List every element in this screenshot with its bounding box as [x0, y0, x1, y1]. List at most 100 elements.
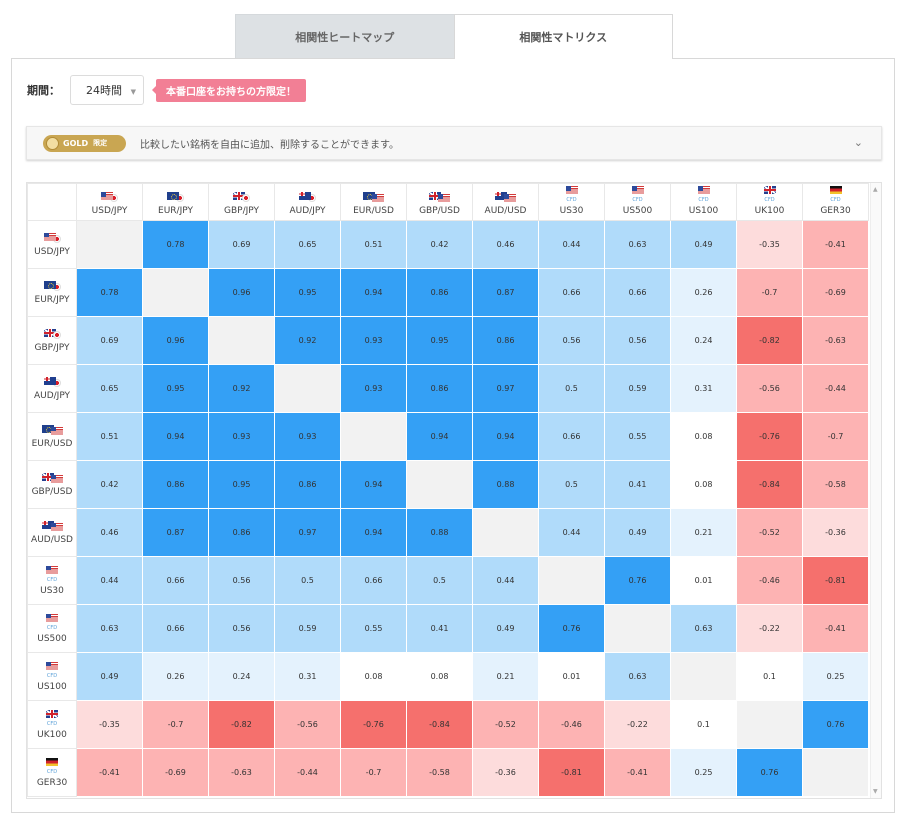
flag-icon: [46, 757, 58, 768]
gold-feature-bar[interactable]: GOLD 限定 比較したい銘柄を自由に追加、削除することができます。 ⌄: [26, 126, 882, 160]
column-header: CFD GER30: [802, 183, 869, 221]
row-header: CFD US30: [27, 556, 77, 605]
correlation-cell: 0.21: [472, 652, 539, 701]
chevron-down-icon[interactable]: ⌄: [853, 136, 863, 149]
correlation-cell: 0.59: [274, 604, 341, 653]
diagonal-cell: [802, 748, 869, 797]
badge-arrow: [152, 86, 156, 94]
column-header: CFD UK100: [736, 183, 803, 221]
table-row: GBP/JPY 0.69 0.96 0.92 0.93 0.95 0.86 0.56 0.56 0…: [27, 316, 869, 365]
correlation-cell: 0.88: [472, 460, 539, 509]
cfd-tag: CFD: [46, 624, 58, 631]
correlation-cell: -0.69: [142, 748, 209, 797]
correlation-cell: 0.59: [604, 364, 671, 413]
correlation-cell: 0.88: [406, 508, 473, 557]
diagonal-cell: [604, 604, 671, 653]
instrument-label: EUR/USD: [31, 438, 73, 449]
correlation-cell: -0.76: [736, 412, 803, 461]
header-row: USD/JPY EUR/JPY GBP/JPY AUD/JPY EUR/USD GBP/U…: [27, 183, 869, 221]
cfd-tag: CFD: [46, 576, 58, 583]
diagonal-cell: [736, 700, 803, 749]
table-row: EUR/JPY 0.78 0.96 0.95 0.94 0.86 0.87 0.66 0.66 0…: [27, 268, 869, 317]
correlation-cell: 0.51: [340, 220, 407, 269]
correlation-cell: -0.36: [802, 508, 869, 557]
correlation-cell: 0.56: [604, 316, 671, 365]
correlation-cell: 0.26: [670, 268, 737, 317]
instrument-label: GER30: [36, 777, 68, 788]
correlation-cell: 0.44: [538, 220, 605, 269]
gold-badge-label: GOLD: [63, 138, 89, 148]
diagonal-cell: [406, 460, 473, 509]
row-header: CFD UK100: [27, 700, 77, 749]
us-flag-icon: [43, 232, 56, 241]
gb-flag-icon: [43, 328, 56, 337]
column-header: USD/JPY: [76, 183, 143, 221]
cfd-tag: CFD: [632, 197, 643, 203]
eu-flag-icon: [167, 192, 179, 200]
correlation-cell: -0.46: [736, 556, 803, 605]
table-row: AUD/JPY 0.65 0.95 0.92 0.93 0.86 0.97 0.5 0.59 0.…: [27, 364, 869, 413]
diagonal-cell: [472, 508, 539, 557]
tab-correlation-heatmap[interactable]: 相関性ヒートマップ: [235, 14, 455, 59]
vertical-scrollbar[interactable]: ▲ ▼: [870, 183, 881, 798]
correlation-table: USD/JPY EUR/JPY GBP/JPY AUD/JPY EUR/USD GBP/U…: [27, 183, 869, 797]
column-header: CFD US500: [604, 183, 671, 221]
scroll-up-icon[interactable]: ▲: [873, 186, 878, 193]
correlation-cell: 0.1: [670, 700, 737, 749]
correlation-cell: 0.46: [472, 220, 539, 269]
instrument-label: GBP/USD: [419, 206, 460, 216]
table-row: GBP/USD 0.42 0.86 0.95 0.86 0.94 0.88 0.5 0.41 0.…: [27, 460, 869, 509]
correlation-cell: 0.86: [274, 460, 341, 509]
instrument-label: EUR/USD: [353, 206, 394, 216]
correlation-cell: 0.1: [736, 652, 803, 701]
jp-flag-icon: [242, 194, 250, 202]
correlation-cell: -0.7: [142, 700, 209, 749]
tab-correlation-matrix[interactable]: 相関性マトリクス: [453, 14, 673, 59]
correlation-cell: 0.49: [604, 508, 671, 557]
correlation-cell: -0.63: [802, 316, 869, 365]
correlation-cell: 0.86: [472, 316, 539, 365]
row-header: EUR/USD: [27, 412, 77, 461]
column-header: CFD US30: [538, 183, 605, 221]
correlation-cell: -0.35: [76, 700, 143, 749]
correlation-cell: -0.41: [76, 748, 143, 797]
de-flag-icon: [829, 186, 842, 194]
correlation-cell: -0.41: [604, 748, 671, 797]
flag-icon: [233, 192, 250, 202]
flag-icon: [631, 186, 644, 196]
correlation-cell: 0.08: [670, 460, 737, 509]
gb-flag-icon: [429, 192, 441, 200]
correlation-cell: -0.82: [736, 316, 803, 365]
column-header: GBP/JPY: [208, 183, 275, 221]
correlation-cell: 0.5: [406, 556, 473, 605]
us-flag-icon: [372, 194, 384, 202]
us-flag-icon: [438, 194, 450, 202]
row-header: USD/JPY: [27, 220, 77, 269]
flag-icon: [167, 192, 184, 202]
flag-icon: [565, 186, 578, 196]
us-flag-icon: [697, 186, 710, 194]
cfd-tag: CFD: [46, 720, 58, 727]
correlation-cell: -0.41: [802, 604, 869, 653]
period-select[interactable]: 24時間 ▼: [70, 75, 144, 105]
flag-icon: [763, 186, 776, 196]
flag-icon: [43, 232, 61, 243]
cfd-tag: CFD: [46, 672, 58, 679]
correlation-cell: 0.95: [406, 316, 473, 365]
correlation-cell: 0.86: [142, 460, 209, 509]
column-header: EUR/JPY: [142, 183, 209, 221]
correlation-cell: 0.65: [274, 220, 341, 269]
au-flag-icon: [43, 376, 56, 385]
jp-flag-icon: [52, 330, 61, 339]
scroll-down-icon[interactable]: ▼: [873, 788, 878, 795]
row-header: EUR/JPY: [27, 268, 77, 317]
flag-icon: [43, 280, 61, 291]
correlation-cell: 0.94: [406, 412, 473, 461]
row-header: GBP/USD: [27, 460, 77, 509]
instrument-label: USD/JPY: [34, 246, 70, 257]
diagonal-cell: [538, 556, 605, 605]
flag-icon: [299, 192, 316, 202]
correlation-cell: 0.26: [142, 652, 209, 701]
row-header: GBP/JPY: [27, 316, 77, 365]
correlation-cell: 0.56: [538, 316, 605, 365]
